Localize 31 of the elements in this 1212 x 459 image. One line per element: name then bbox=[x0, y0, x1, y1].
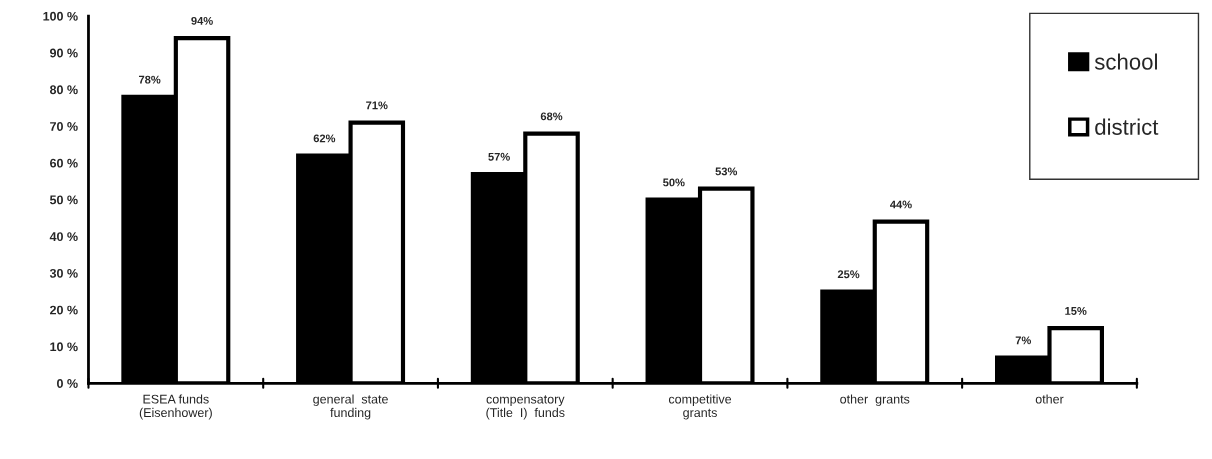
x-tick-label: ESEA funds (Eisenhower) bbox=[139, 394, 212, 420]
data-label: 68% bbox=[540, 112, 563, 121]
x-tick-label: general state funding bbox=[313, 394, 388, 420]
y-tick-label: 10 % bbox=[50, 342, 78, 352]
x-tick-label: other grants bbox=[840, 394, 910, 407]
y-tick-label: 100 % bbox=[43, 11, 78, 21]
legend-label: school bbox=[1094, 53, 1157, 70]
x-tick-label: other bbox=[1035, 394, 1064, 404]
y-tick-label: 50 % bbox=[49, 195, 78, 205]
data-label: 62% bbox=[313, 134, 336, 143]
x-tick-label: competitive grants bbox=[668, 394, 732, 420]
data-label: 25% bbox=[837, 270, 860, 279]
data-label: 50% bbox=[663, 178, 685, 187]
y-tick-label: 60 % bbox=[50, 158, 78, 168]
data-label: 78% bbox=[138, 75, 161, 84]
data-label: 57% bbox=[488, 152, 510, 161]
data-label: 7% bbox=[1015, 336, 1032, 345]
y-tick-label: 20 % bbox=[50, 305, 78, 315]
legend-label: district bbox=[1095, 118, 1159, 135]
y-tick-label: 30 % bbox=[49, 268, 78, 278]
y-tick-label: 40 % bbox=[49, 232, 78, 242]
y-tick-label: 0 % bbox=[57, 379, 78, 388]
y-tick-label: 90 % bbox=[50, 48, 78, 58]
data-label: 71% bbox=[366, 101, 388, 110]
y-tick-label: 70 % bbox=[50, 122, 78, 131]
x-tick-label: compensatory (Title I) funds bbox=[486, 395, 565, 420]
data-label: 53% bbox=[715, 167, 738, 176]
y-tick-label: 80 % bbox=[49, 85, 78, 95]
data-label: 94% bbox=[191, 16, 213, 25]
data-label: 44% bbox=[890, 200, 912, 209]
data-label: 15% bbox=[1065, 307, 1087, 315]
